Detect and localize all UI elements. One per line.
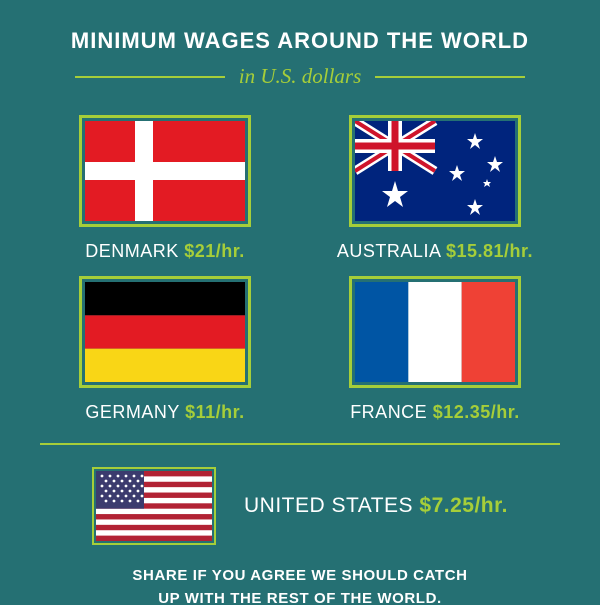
flag-frame <box>79 115 251 227</box>
cta-text: SHARE IF YOU AGREE WE SHOULD CATCH UP WI… <box>30 565 570 610</box>
subtitle-row: in U.S. dollars <box>30 64 570 89</box>
label-france: FRANCE $12.35/hr. <box>310 402 560 423</box>
country-wage: $7.25/hr. <box>419 494 508 517</box>
subtitle: in U.S. dollars <box>239 64 362 89</box>
label-australia: AUSTRALIA $15.81/hr. <box>310 241 560 262</box>
flag-frame <box>349 276 521 388</box>
denmark-flag-icon <box>85 121 245 221</box>
country-name: FRANCE <box>350 402 427 422</box>
country-name: DENMARK <box>85 241 179 261</box>
cell-australia: AUSTRALIA $15.81/hr. <box>310 115 560 262</box>
germany-flag-icon <box>85 282 245 382</box>
cell-germany: GERMANY $11/hr. <box>40 276 290 423</box>
countries-grid: DENMARK $21/hr. <box>30 115 570 423</box>
country-wage: $21/hr. <box>184 241 245 261</box>
flag-frame <box>92 467 216 545</box>
france-flag-icon <box>355 282 515 382</box>
cta-line-2: UP WITH THE REST OF THE WORLD. <box>158 590 442 607</box>
rule-left <box>75 76 225 78</box>
country-wage: $15.81/hr. <box>446 241 533 261</box>
flag-frame <box>349 115 521 227</box>
country-wage: $12.35/hr. <box>433 402 520 422</box>
usa-flag-icon <box>96 471 212 541</box>
country-name: GERMANY <box>85 402 179 422</box>
main-title: MINIMUM WAGES AROUND THE WORLD <box>30 28 570 54</box>
country-name: UNITED STATES <box>244 494 413 517</box>
country-wage: $11/hr. <box>185 402 245 422</box>
label-germany: GERMANY $11/hr. <box>40 402 290 423</box>
infographic: MINIMUM WAGES AROUND THE WORLD in U.S. d… <box>0 0 600 605</box>
divider <box>40 443 560 445</box>
australia-flag-icon <box>355 121 515 221</box>
cta-line-1: SHARE IF YOU AGREE WE SHOULD CATCH <box>132 567 467 584</box>
country-name: AUSTRALIA <box>337 241 441 261</box>
cell-france: FRANCE $12.35/hr. <box>310 276 560 423</box>
label-usa: UNITED STATES $7.25/hr. <box>244 494 508 518</box>
cell-denmark: DENMARK $21/hr. <box>40 115 290 262</box>
label-denmark: DENMARK $21/hr. <box>40 241 290 262</box>
flag-frame <box>79 276 251 388</box>
rule-right <box>375 76 525 78</box>
featured-row: UNITED STATES $7.25/hr. <box>30 467 570 545</box>
